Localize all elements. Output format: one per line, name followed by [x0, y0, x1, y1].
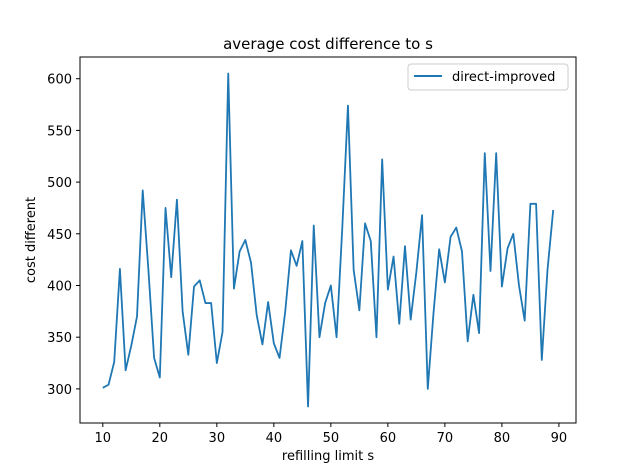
y-tick-label: 350: [47, 331, 72, 346]
x-tick-label: 70: [437, 431, 454, 446]
x-tick-label: 80: [494, 431, 511, 446]
x-tick-label: 30: [209, 431, 226, 446]
x-tick-label: 10: [95, 431, 112, 446]
y-tick-label: 400: [47, 279, 72, 294]
y-tick-label: 550: [47, 124, 72, 139]
y-axis-ticks: 300 350 400 450 500 550 600: [47, 73, 80, 398]
series-line-0: [102, 72, 555, 408]
x-tick-label: 40: [266, 431, 283, 446]
x-axis-ticks: 10 20 30 40 50 60 70 80 90: [95, 423, 568, 446]
x-tick-label: 60: [380, 431, 397, 446]
y-tick-label: 500: [47, 176, 72, 191]
y-tick-label: 450: [47, 228, 72, 243]
plot-frame: [79, 56, 577, 424]
legend-label: direct-improved: [452, 70, 555, 85]
legend: direct-improved: [407, 63, 569, 91]
x-tick-label: 50: [323, 431, 340, 446]
legend-box: [407, 63, 569, 91]
x-tick-label: 90: [551, 431, 568, 446]
y-tick-label: 600: [47, 73, 72, 88]
chart-title: average cost difference to s: [223, 35, 433, 53]
x-axis-label: refilling limit s: [282, 449, 374, 464]
y-axis-label: cost different: [24, 197, 39, 283]
x-tick-label: 20: [152, 431, 169, 446]
y-tick-label: 300: [47, 383, 72, 398]
series-lines: [102, 72, 555, 408]
